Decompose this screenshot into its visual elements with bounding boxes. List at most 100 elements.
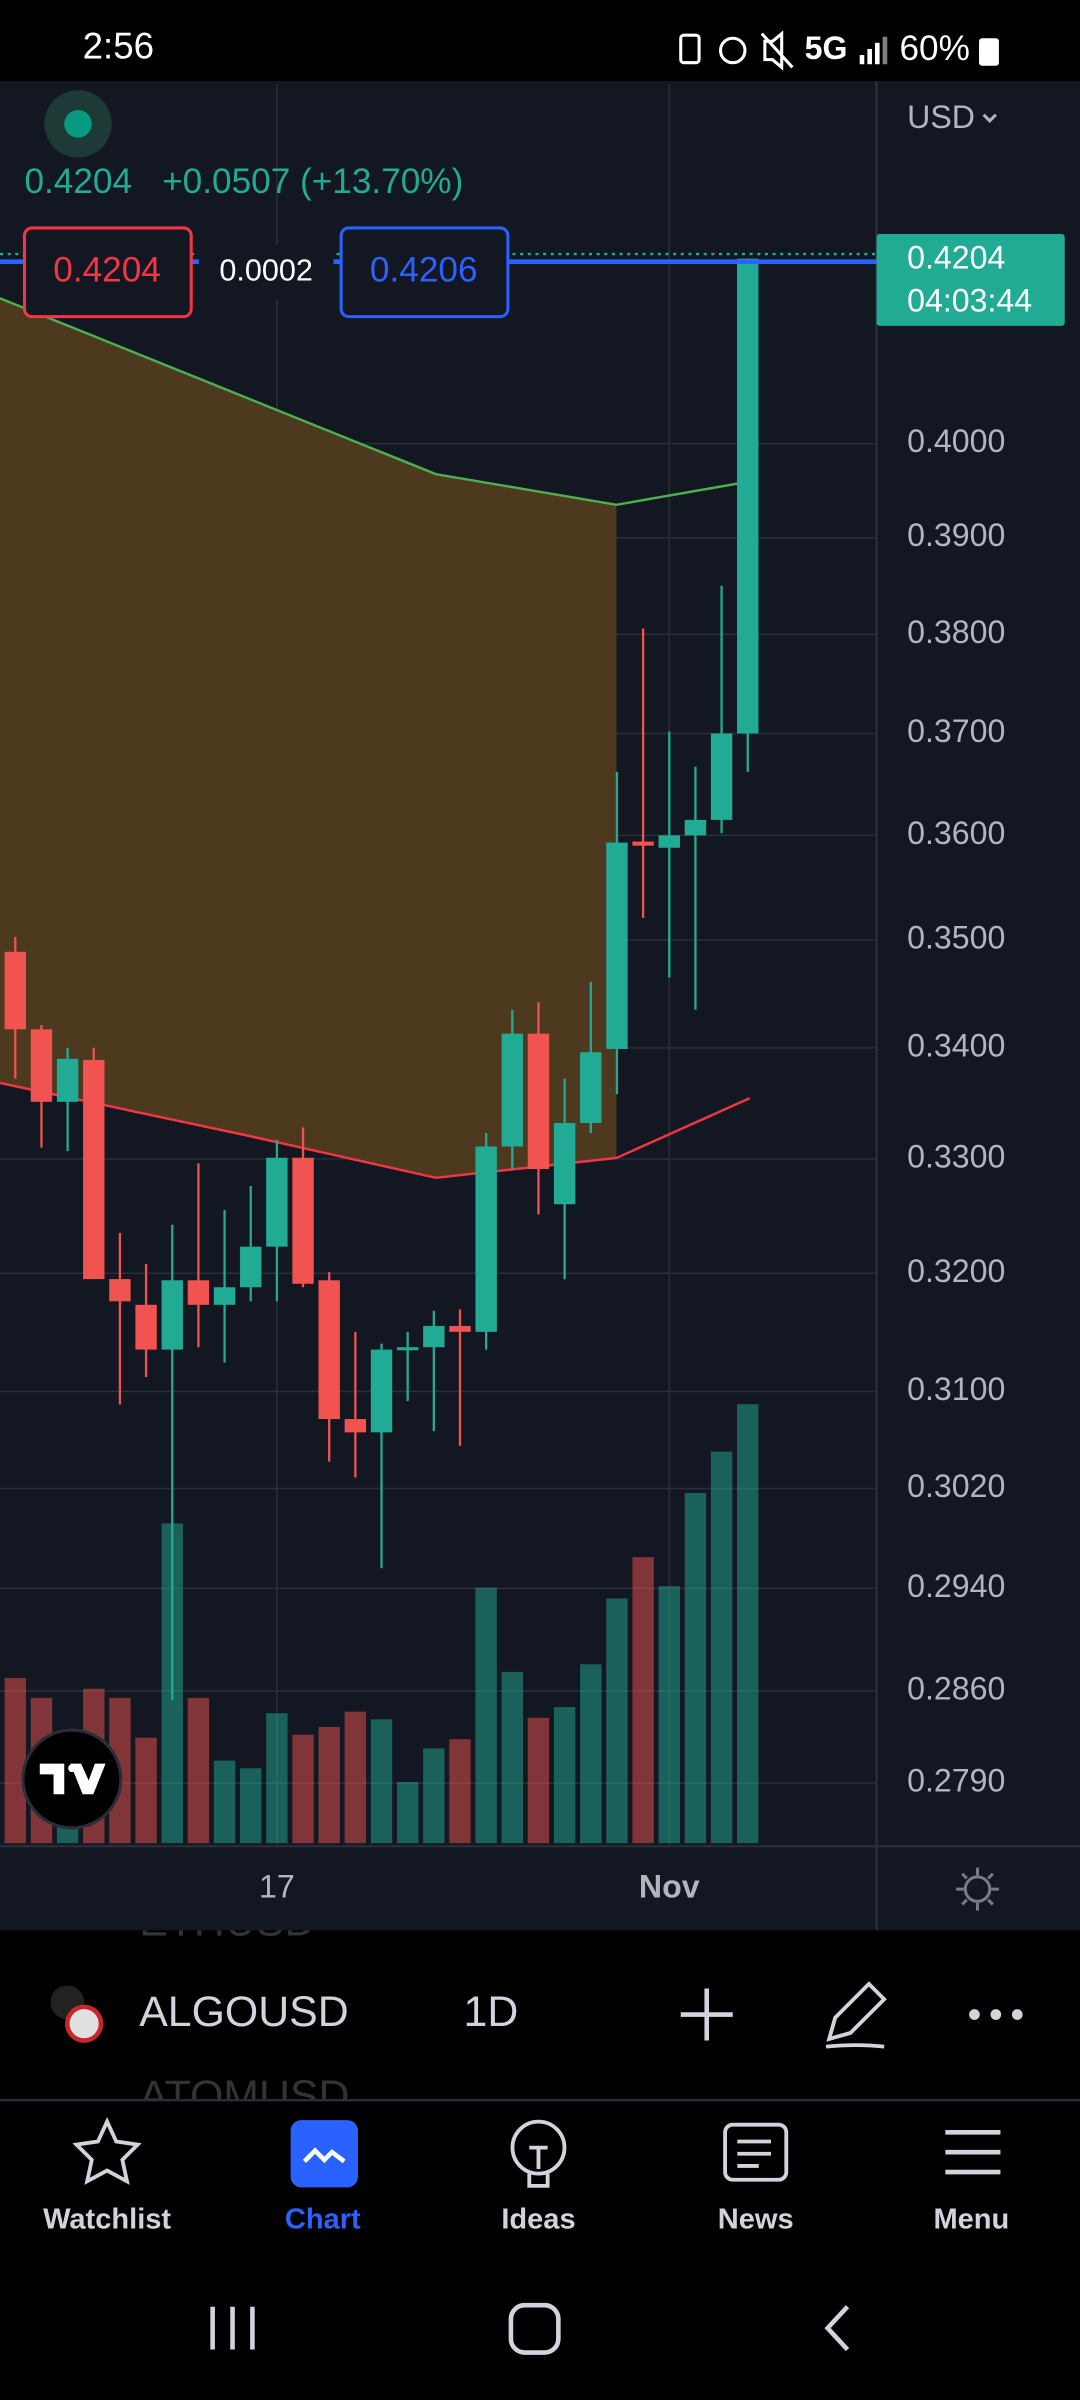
tv-logo-dot: [68, 1764, 76, 1773]
signal-icon: [859, 36, 888, 65]
volume-bar: [580, 1664, 602, 1844]
symbol[interactable]: ALGOUSD: [139, 1988, 348, 2036]
x-tick-label: 17: [259, 1869, 295, 1905]
indicator-band: [0, 298, 617, 1178]
battery-icon: [979, 38, 999, 66]
spread-bg: [198, 244, 334, 300]
volume-bar: [240, 1768, 262, 1844]
last-price: 0.4204: [24, 162, 132, 201]
y-tick-label: 0.3020: [907, 1468, 1005, 1504]
next-symbol[interactable]: ATOMUSD: [139, 2072, 349, 2120]
watchlist-icon[interactable]: [72, 2117, 142, 2185]
nav-label-active[interactable]: Chart: [285, 2204, 361, 2236]
status-network: 5G: [805, 30, 848, 66]
status-dot: [64, 110, 92, 138]
price-change: +0.0507 (+13.70%): [162, 162, 463, 201]
candle-body: [56, 1058, 79, 1102]
candle-body: [423, 1325, 445, 1348]
y-tick-label: 0.4000: [907, 423, 1005, 459]
nav-label[interactable]: Ideas: [501, 2204, 575, 2236]
price-axis: 0.4000 0.3900 0.3800 0.3700 0.3600 0.3500 0.34…: [259, 423, 1005, 1905]
y-tick-label: 0.2940: [907, 1568, 1005, 1604]
candle-body: [449, 1325, 471, 1332]
candle-body: [344, 1419, 367, 1433]
candle-body: [527, 1033, 550, 1170]
y-tick-label: 0.2860: [907, 1670, 1005, 1706]
nav-bar: [0, 2100, 1080, 2280]
settings-icon[interactable]: [956, 1867, 999, 1911]
indicator-upper: [0, 297, 740, 507]
price-tag-price: 0.4204: [907, 240, 1005, 276]
candle-body: [606, 842, 628, 1049]
candle-body: [30, 1029, 53, 1102]
candle-body: [737, 258, 759, 734]
currency[interactable]: USD: [907, 99, 975, 135]
candle-body: [475, 1146, 497, 1332]
y-tick-label: 0.2790: [907, 1763, 1005, 1799]
currency-chevron: [982, 113, 997, 124]
candle-body: [501, 1033, 524, 1147]
home-button[interactable]: [508, 2302, 561, 2355]
prev-symbol[interactable]: ETHUSD: [139, 1898, 315, 1946]
draw-button[interactable]: [825, 1981, 887, 2049]
nav-label[interactable]: Menu: [933, 2204, 1009, 2236]
add-button[interactable]: [680, 1988, 733, 2041]
candle-body: [632, 841, 654, 846]
y-tick-label: 0.3600: [907, 815, 1005, 851]
candle-body: [710, 733, 733, 820]
ask-box[interactable]: [339, 226, 510, 319]
volume-bar: [449, 1739, 471, 1844]
status-icons: [679, 30, 794, 71]
volume-bar: [423, 1748, 445, 1844]
candle-body: [83, 1059, 105, 1280]
recents-button[interactable]: [210, 2306, 255, 2350]
price-tag-countdown: 04:03:44: [907, 282, 1032, 318]
candle-body: [370, 1349, 393, 1433]
candle-body: [318, 1280, 340, 1420]
candle-body: [292, 1157, 314, 1284]
symbol-flag: [65, 2004, 104, 2043]
candle-body: [658, 835, 680, 848]
volume-bar: [527, 1717, 550, 1844]
candle-body: [187, 1280, 210, 1305]
indicator-lower: [0, 1081, 751, 1180]
ideas-icon[interactable]: [510, 2119, 567, 2188]
nav-label[interactable]: News: [718, 2204, 794, 2236]
candle-body: [396, 1347, 419, 1351]
nav-label[interactable]: Watchlist: [43, 2204, 171, 2236]
volume-bar: [658, 1586, 680, 1844]
candle-body: [266, 1157, 288, 1247]
volume-bar: [501, 1671, 524, 1844]
back-button[interactable]: [824, 2305, 850, 2352]
candle-body: [684, 819, 707, 836]
news-icon[interactable]: [723, 2122, 789, 2182]
tv-logo-mark: [39, 1763, 106, 1795]
chart-icon-line: [302, 2147, 346, 2164]
volume-bar: [344, 1711, 367, 1844]
candle-body: [109, 1279, 131, 1302]
tv-logo[interactable]: [21, 1728, 123, 1830]
volume-bar: [737, 1404, 759, 1844]
y-tick-label: 0.3500: [907, 920, 1005, 956]
more-button[interactable]: [969, 2009, 1023, 2020]
volume-bar: [370, 1719, 393, 1844]
volume-bar: [187, 1697, 210, 1844]
y-tick-label: 0.3700: [907, 713, 1005, 749]
volume-bar: [396, 1782, 419, 1844]
y-tick-label: 0.3100: [907, 1371, 1005, 1407]
volume-bar: [135, 1737, 157, 1844]
candle-body: [580, 1052, 602, 1123]
y-tick-label: 0.3300: [907, 1138, 1005, 1174]
spread: 0.0002: [219, 253, 313, 287]
volume-bar: [318, 1726, 340, 1844]
bid-price: 0.4204: [53, 251, 161, 290]
menu-icon[interactable]: [945, 2130, 1001, 2175]
candle-body: [240, 1246, 262, 1288]
chart-icon[interactable]: [290, 2120, 358, 2188]
volume-bar: [632, 1557, 654, 1844]
candle-body: [4, 951, 27, 1030]
bid-box[interactable]: [22, 226, 193, 319]
interval[interactable]: 1D: [464, 1988, 519, 2036]
